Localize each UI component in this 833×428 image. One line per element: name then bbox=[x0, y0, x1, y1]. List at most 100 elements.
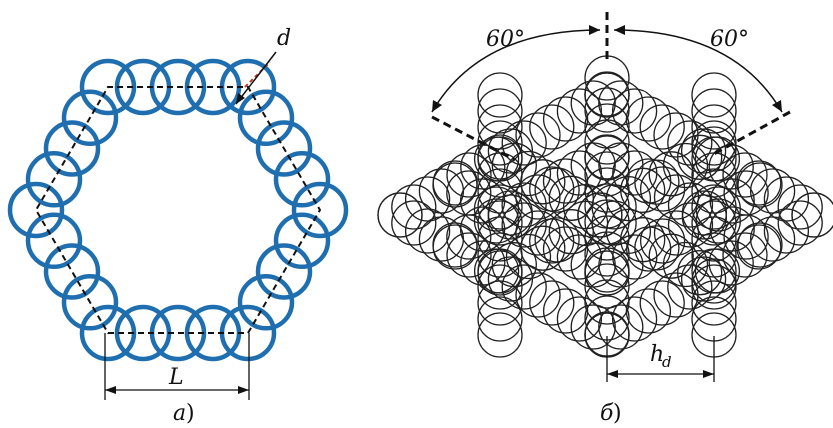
lattice-circle bbox=[477, 120, 523, 166]
lattice-circle bbox=[577, 192, 623, 238]
lattice-circle bbox=[694, 136, 741, 182]
lattice-circle bbox=[709, 178, 755, 224]
lattice-circle bbox=[648, 233, 694, 279]
lattice-circle bbox=[691, 258, 737, 304]
panel-a-hexagonal-cell: d L a ) bbox=[7, 26, 349, 426]
lattice-circle bbox=[473, 248, 520, 294]
lattice-circle bbox=[694, 248, 741, 294]
lattice-circle bbox=[473, 198, 520, 244]
lattice-circle bbox=[667, 264, 713, 310]
lattice-circle bbox=[432, 162, 478, 208]
lattice-circle bbox=[598, 242, 644, 288]
lattice-circle bbox=[477, 72, 523, 118]
lattice-circle bbox=[520, 225, 566, 271]
lattice-circle bbox=[722, 232, 768, 278]
ring bbox=[7, 181, 65, 239]
lattice-circle bbox=[556, 150, 603, 196]
lattice-circle bbox=[529, 104, 575, 150]
lattice-circle bbox=[501, 182, 547, 228]
lattice-circle bbox=[491, 242, 537, 288]
lattice-circle bbox=[639, 280, 685, 326]
diameter-arrow bbox=[235, 51, 277, 105]
lattice-circle bbox=[477, 312, 523, 358]
lattice-circle bbox=[691, 126, 737, 172]
lattice-circle bbox=[677, 250, 723, 296]
lattice-circle bbox=[591, 184, 637, 230]
lattice-circle bbox=[548, 209, 594, 255]
lattice-circle bbox=[677, 134, 723, 180]
caption-a-paren: ) bbox=[186, 401, 195, 426]
lattice-circle bbox=[515, 112, 561, 158]
label-h-sub: d bbox=[662, 353, 672, 371]
lattice-circle bbox=[653, 174, 700, 220]
lattice-circle bbox=[667, 202, 714, 248]
lattice-circle bbox=[477, 296, 523, 342]
axis-right bbox=[711, 110, 791, 157]
lattice-circle bbox=[505, 233, 552, 280]
lattice-circle bbox=[598, 80, 644, 126]
lattice-circle bbox=[653, 210, 700, 256]
lattice-circle bbox=[749, 168, 796, 214]
lattice-circle bbox=[667, 182, 714, 228]
lattice-circle bbox=[570, 80, 616, 126]
panel-b-lattice: 60° 60° h d б ) bbox=[377, 12, 833, 426]
ring bbox=[255, 120, 313, 177]
lattice-circle bbox=[722, 152, 768, 198]
label-angle-right: 60° bbox=[710, 27, 749, 52]
lattice-circle bbox=[529, 280, 575, 326]
lattice-circle bbox=[542, 158, 589, 204]
lattice-circle bbox=[432, 222, 478, 268]
caption-b-paren: ) bbox=[613, 401, 622, 426]
lattice-circle bbox=[791, 192, 833, 238]
lattice-circle bbox=[460, 240, 506, 286]
lattice-circle bbox=[763, 176, 810, 222]
caption-a-letter: a bbox=[173, 401, 186, 426]
lattice-circle bbox=[446, 232, 492, 278]
lattice-circle bbox=[708, 240, 754, 286]
lattice-circle bbox=[487, 256, 534, 302]
lattice-circle bbox=[691, 72, 737, 118]
lattice-circle bbox=[556, 296, 603, 342]
lattice-circle bbox=[515, 210, 561, 256]
arc-right-arrowhead-bottom bbox=[772, 100, 782, 112]
lattice-circle bbox=[584, 250, 630, 296]
ring bbox=[43, 120, 101, 177]
label-L: L bbox=[168, 365, 184, 390]
lattice-circle bbox=[639, 104, 685, 150]
lattice-circle bbox=[529, 166, 575, 212]
lattice-circle bbox=[681, 190, 728, 236]
lattice-circle bbox=[446, 152, 492, 198]
lattice-circle bbox=[477, 216, 523, 262]
lattice-circle bbox=[625, 288, 672, 334]
lattice-circle bbox=[695, 186, 741, 232]
lattice-circle bbox=[626, 226, 672, 272]
ring bbox=[273, 151, 331, 208]
circle-lattice bbox=[377, 55, 833, 358]
lattice-circle bbox=[491, 142, 537, 188]
lattice-circle bbox=[598, 142, 644, 188]
lattice-circle bbox=[446, 170, 492, 216]
arc-left-arrowhead-top bbox=[589, 25, 600, 35]
lattice-circle bbox=[648, 151, 694, 197]
lattice-circle bbox=[611, 296, 658, 342]
lattice-circle bbox=[501, 264, 547, 310]
lattice-circle bbox=[520, 159, 566, 205]
lattice-circle bbox=[691, 264, 737, 310]
hd-arrow-left bbox=[607, 370, 618, 378]
lattice-circle bbox=[612, 234, 658, 280]
ring bbox=[237, 274, 295, 331]
lattice-circle bbox=[639, 166, 686, 212]
arc-right-arrowhead-top bbox=[614, 25, 625, 35]
lattice-circle bbox=[477, 250, 523, 296]
ring bbox=[61, 89, 119, 147]
lattice-circle bbox=[625, 96, 672, 142]
ring bbox=[273, 212, 331, 270]
lattice-circle bbox=[477, 264, 523, 310]
lattice-circle bbox=[584, 134, 630, 180]
lattice-circle bbox=[391, 200, 437, 246]
lattice-circle bbox=[723, 170, 769, 216]
axis-left bbox=[431, 115, 516, 162]
lattice-circle bbox=[695, 198, 741, 244]
lattice-circle bbox=[749, 216, 796, 262]
